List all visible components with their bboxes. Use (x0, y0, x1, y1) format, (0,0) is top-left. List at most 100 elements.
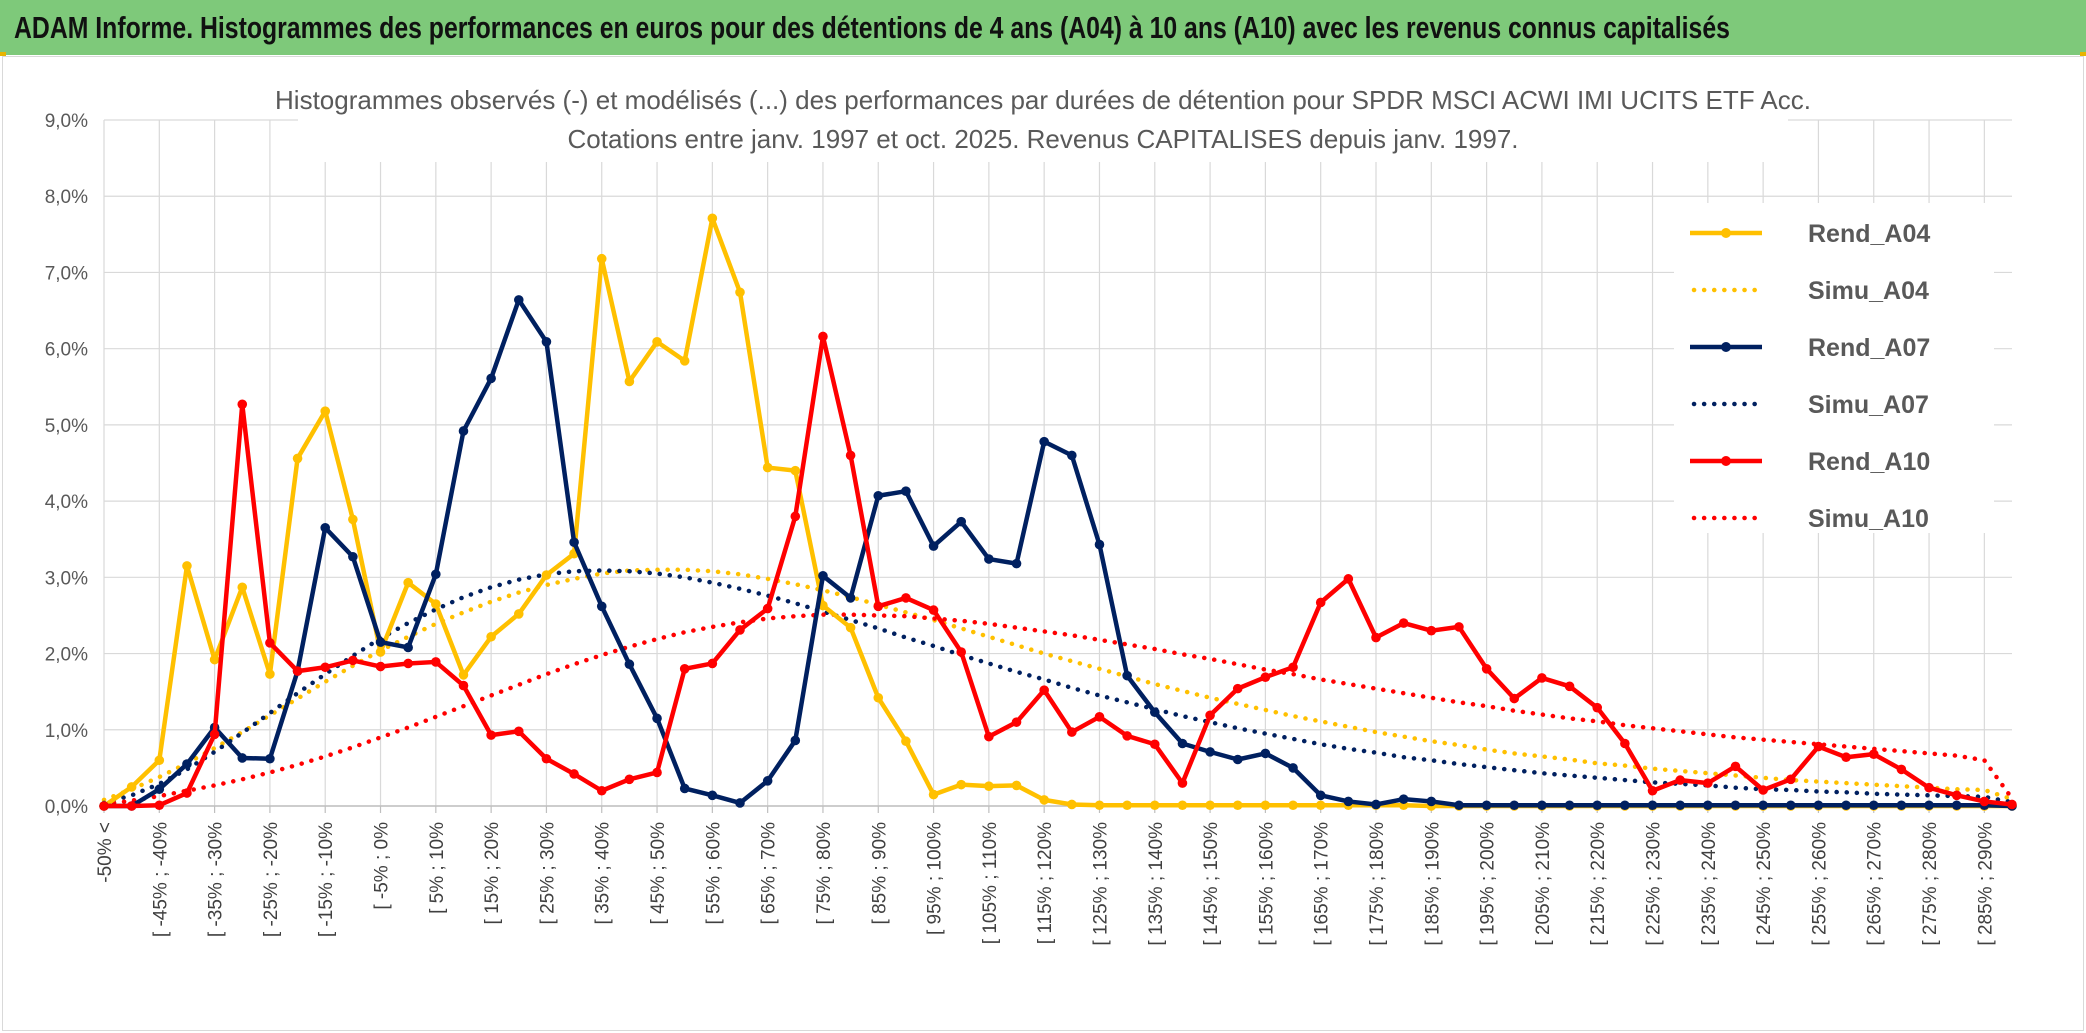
legend-label-simu-a04: Simu_A04 (1808, 277, 1929, 305)
legend-label-rend-a07: Rend_A07 (1808, 334, 1930, 362)
data-point-rend-a07 (1951, 800, 1962, 811)
data-point-rend-a07 (237, 753, 248, 763)
data-point-rend-a07 (873, 490, 884, 501)
data-point-rend-a07 (652, 713, 662, 724)
data-point-rend-a07 (1703, 800, 1713, 811)
x-tick-label: [ 215% ; 220% (1588, 822, 1609, 946)
data-point-rend-a10 (182, 788, 192, 798)
data-point-rend-a07 (1647, 800, 1658, 811)
data-point-rend-a10 (1979, 796, 1990, 807)
data-point-rend-a07 (1868, 800, 1879, 811)
data-point-rend-a04 (735, 287, 745, 298)
data-point-rend-a07 (790, 735, 801, 746)
data-point-rend-a07 (458, 426, 469, 436)
x-tick-label: [ 235% ; 240% (1699, 822, 1720, 946)
data-point-rend-a07 (596, 601, 607, 612)
data-point-rend-a07 (818, 571, 828, 581)
y-tick-label: 5,0% (45, 416, 88, 437)
data-point-rend-a04 (873, 692, 884, 703)
x-tick-label: [ 25% ; 30% (537, 822, 558, 925)
data-point-rend-a10 (209, 729, 220, 740)
data-point-rend-a10 (1260, 672, 1271, 682)
data-point-rend-a07 (735, 798, 745, 808)
data-point-rend-a10 (1288, 662, 1298, 673)
data-point-rend-a07 (1592, 800, 1603, 811)
data-point-rend-a04 (209, 654, 220, 665)
data-point-rend-a10 (1868, 749, 1879, 759)
data-point-rend-a07 (1011, 558, 1022, 569)
data-point-rend-a04 (1232, 800, 1243, 811)
data-point-rend-a04 (541, 570, 552, 580)
data-point-rend-a07 (431, 569, 441, 580)
data-point-rend-a10 (1067, 727, 1077, 737)
data-point-rend-a07 (154, 784, 165, 795)
data-point-rend-a10 (1730, 761, 1741, 772)
data-point-rend-a04 (1288, 800, 1298, 811)
data-point-rend-a07 (1509, 800, 1520, 811)
data-point-rend-a04 (1039, 795, 1049, 805)
data-point-rend-a10 (1315, 597, 1326, 608)
y-tick-label: 2,0% (45, 645, 88, 666)
title-background (298, 80, 1788, 162)
x-tick-label: [ 65% ; 70% (759, 822, 780, 925)
data-point-rend-a07 (1841, 800, 1851, 811)
data-point-rend-a07 (1177, 738, 1188, 749)
data-point-rend-a07 (845, 593, 856, 603)
data-point-rend-a07 (707, 790, 718, 801)
banner-corner-accent-left (0, 52, 6, 56)
x-tick-label: [ -15% ; -10% (316, 822, 337, 937)
chart-frame (2, 56, 2084, 1031)
data-point-rend-a04 (320, 406, 331, 416)
data-point-rend-a10 (845, 450, 856, 461)
x-axis: -50% < [ -45% ; -40% [ -35% ; -30% [ -25% ;… (95, 805, 2012, 946)
data-point-rend-a07 (928, 541, 939, 551)
data-point-rend-a10 (901, 593, 911, 603)
data-point-rend-a04 (928, 789, 939, 800)
legend-label-simu-a07: Simu_A07 (1808, 391, 1929, 419)
data-point-rend-a07 (403, 642, 413, 653)
series-line-simu-a07 (101, 568, 2015, 806)
data-point-rend-a07 (265, 753, 275, 764)
data-point-rend-a04 (956, 779, 967, 790)
x-tick-label: [ 165% ; 170% (1312, 822, 1333, 946)
data-point-rend-a10 (1343, 574, 1354, 584)
series-line-rend-a07 (104, 297, 2013, 809)
data-point-rend-a10 (596, 785, 607, 796)
y-tick-label: 9,0% (45, 111, 88, 132)
data-point-rend-a10 (99, 801, 109, 811)
data-point-rend-a07 (1039, 436, 1049, 447)
series-line-simu-a04 (101, 567, 2015, 803)
legend-label-simu-a10: Simu_A10 (1808, 505, 1929, 533)
x-tick-label: [ 255% ; 260% (1809, 822, 1830, 946)
data-point-rend-a07 (901, 486, 911, 497)
x-tick-label: [ 85% ; 90% (869, 822, 890, 925)
data-point-rend-a04 (845, 622, 856, 633)
data-point-rend-a10 (569, 769, 579, 779)
data-point-rend-a04 (1260, 800, 1271, 811)
data-point-rend-a10 (1039, 685, 1049, 695)
data-point-rend-a04 (1094, 800, 1105, 811)
data-point-rend-a07 (569, 537, 579, 548)
data-point-rend-a10 (1509, 693, 1520, 704)
data-point-rend-a07 (1564, 800, 1575, 811)
data-point-rend-a07 (1288, 763, 1298, 773)
legend-marker-rend-a10 (1721, 456, 1731, 466)
data-point-rend-a07 (1426, 796, 1437, 807)
data-point-rend-a10 (1371, 632, 1381, 643)
x-tick-label: [ 145% ; 150% (1201, 822, 1222, 946)
data-point-rend-a10 (679, 664, 690, 674)
y-tick-label: 6,0% (45, 340, 88, 361)
data-point-rend-a10 (1647, 785, 1658, 796)
y-axis: 0,0% 1,0% 2,0% 3,0% 4,0% 5,0% 6,0% 7,0% 8,0% 9,0% (45, 111, 88, 818)
x-tick-label: [ 55% ; 60% (703, 822, 724, 925)
data-point-rend-a04 (707, 213, 718, 224)
data-point-rend-a07 (679, 783, 690, 794)
x-tick-label: [ -25% ; -20% (261, 822, 282, 937)
data-point-rend-a10 (1122, 731, 1132, 741)
data-point-rend-a07 (1758, 800, 1768, 811)
legend-label-rend-a04: Rend_A04 (1808, 220, 1930, 248)
data-point-rend-a10 (2007, 799, 2017, 810)
data-point-rend-a04 (154, 755, 165, 766)
data-point-rend-a10 (486, 730, 496, 740)
